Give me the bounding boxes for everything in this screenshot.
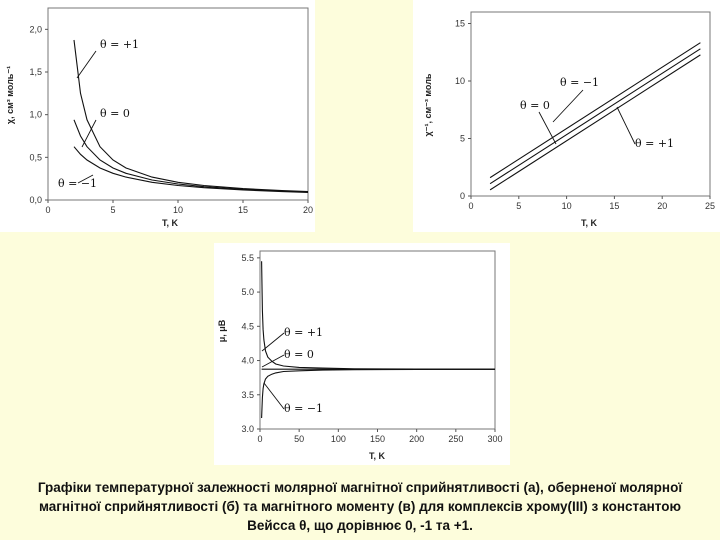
annotation-label-b-1: θ = 0 — [520, 99, 550, 112]
series-line-a-2 — [73, 146, 309, 193]
figure-caption: Графіки температурної залежності молярно… — [37, 480, 683, 533]
annotation-label-c-2: θ = −1 — [284, 402, 323, 415]
y-axis-label-c: μ, μB — [217, 319, 227, 342]
y-tick-label-b: 5 — [460, 134, 465, 144]
x-tick-label-c: 250 — [448, 434, 463, 444]
x-axis-label-b: T, K — [581, 218, 598, 228]
y-tick-label-c: 4.5 — [241, 321, 254, 331]
y-tick-label-a: 0,5 — [29, 152, 42, 162]
annotation-leader-b-1 — [538, 111, 557, 145]
series-line-b-2 — [489, 54, 701, 191]
x-tick-label-c: 200 — [409, 434, 424, 444]
y-tick-label-a: 2,0 — [29, 24, 42, 34]
x-tick-label-a: 0 — [45, 205, 50, 215]
series-line-b-1 — [489, 48, 701, 185]
x-tick-label-c: 150 — [370, 434, 385, 444]
plot-frame-b — [470, 11, 711, 197]
annotation-leader-c-2 — [263, 382, 285, 410]
annotation-leader-c-0 — [261, 332, 285, 352]
x-tick-label-b: 5 — [516, 201, 521, 211]
y-tick-label-a: 1,5 — [29, 67, 42, 77]
annotation-leader-c-1 — [261, 354, 285, 368]
plot-frame-a — [47, 7, 309, 201]
annotation-leader-a-0 — [76, 50, 97, 79]
annotation-label-c-1: θ = 0 — [284, 348, 314, 361]
chart-a-panel: 0 5 10 15 20 0,0 0,5 1,0 1,5 2,0 T, K χ, см³ моль⁻¹… — [0, 0, 315, 232]
x-tick-label-b: 20 — [657, 201, 667, 211]
annotation-label-a-0: θ = +1 — [100, 38, 139, 51]
y-tick-label-c: 4.0 — [241, 356, 254, 366]
y-tick-label-a: 0,0 — [29, 195, 42, 205]
annotation-leader-a-2 — [77, 174, 94, 184]
x-tick-label-a: 15 — [238, 205, 248, 215]
annotation-leader-b-0 — [552, 89, 584, 123]
x-tick-label-c: 300 — [487, 434, 502, 444]
x-tick-label-c: 0 — [257, 434, 262, 444]
series-line-b-0 — [489, 42, 701, 179]
chart-b-panel: 0 5 10 15 20 25 0 5 10 15 T, K χ⁻¹, см⁻³ моль θ = −1… — [413, 0, 720, 232]
annotation-label-b-2: θ = +1 — [635, 137, 674, 150]
annotation-label-a-2: θ = −1 — [58, 177, 97, 190]
y-axis-label-b: χ⁻¹, см⁻³ моль — [423, 73, 433, 136]
series-line-a-0 — [73, 39, 309, 193]
x-tick-label-a: 10 — [173, 205, 183, 215]
annotation-leader-a-1 — [81, 119, 97, 148]
chart-b: 0 5 10 15 20 25 0 5 10 15 T, K χ⁻¹, см⁻³ моль θ = −1… — [423, 11, 715, 228]
x-tick-label-c: 100 — [331, 434, 346, 444]
y-tick-label-c: 3.0 — [241, 424, 254, 434]
x-tick-label-a: 5 — [110, 205, 115, 215]
y-tick-label-c: 5.0 — [241, 287, 254, 297]
chart-c-panel: 0 50 100 150 200 250 300 3.0 3.5 4.0 4.5 5.0 5.5 T, K… — [214, 243, 510, 465]
y-tick-label-c: 5.5 — [241, 253, 254, 263]
x-tick-label-a: 20 — [303, 205, 313, 215]
y-axis-label-a: χ, см³ моль⁻¹ — [5, 66, 15, 124]
y-tick-label-b: 0 — [460, 191, 465, 201]
x-axis-label-c: T, K — [369, 451, 386, 461]
annotation-label-c-0: θ = +1 — [284, 326, 323, 339]
annotation-leader-b-2 — [616, 106, 636, 145]
x-tick-label-b: 10 — [562, 201, 572, 211]
x-tick-label-b: 0 — [468, 201, 473, 211]
y-tick-label-b: 10 — [455, 76, 465, 86]
x-tick-label-b: 15 — [609, 201, 619, 211]
chart-a: 0 5 10 15 20 0,0 0,5 1,0 1,5 2,0 T, K χ, см³ моль⁻¹… — [5, 7, 313, 228]
chart-c: 0 50 100 150 200 250 300 3.0 3.5 4.0 4.5 5.0 5.5 T, K… — [217, 250, 503, 461]
y-tick-label-a: 1,0 — [29, 110, 42, 120]
y-tick-label-b: 15 — [455, 19, 465, 29]
series-line-c-2 — [261, 368, 496, 419]
series-line-a-1 — [73, 119, 309, 193]
annotation-label-a-1: θ = 0 — [100, 107, 130, 120]
y-tick-label-c: 3.5 — [241, 390, 254, 400]
x-tick-label-b: 25 — [705, 201, 715, 211]
x-axis-label-a: T, K — [162, 218, 179, 228]
x-tick-label-c: 50 — [294, 434, 304, 444]
annotation-label-b-0: θ = −1 — [560, 76, 599, 89]
